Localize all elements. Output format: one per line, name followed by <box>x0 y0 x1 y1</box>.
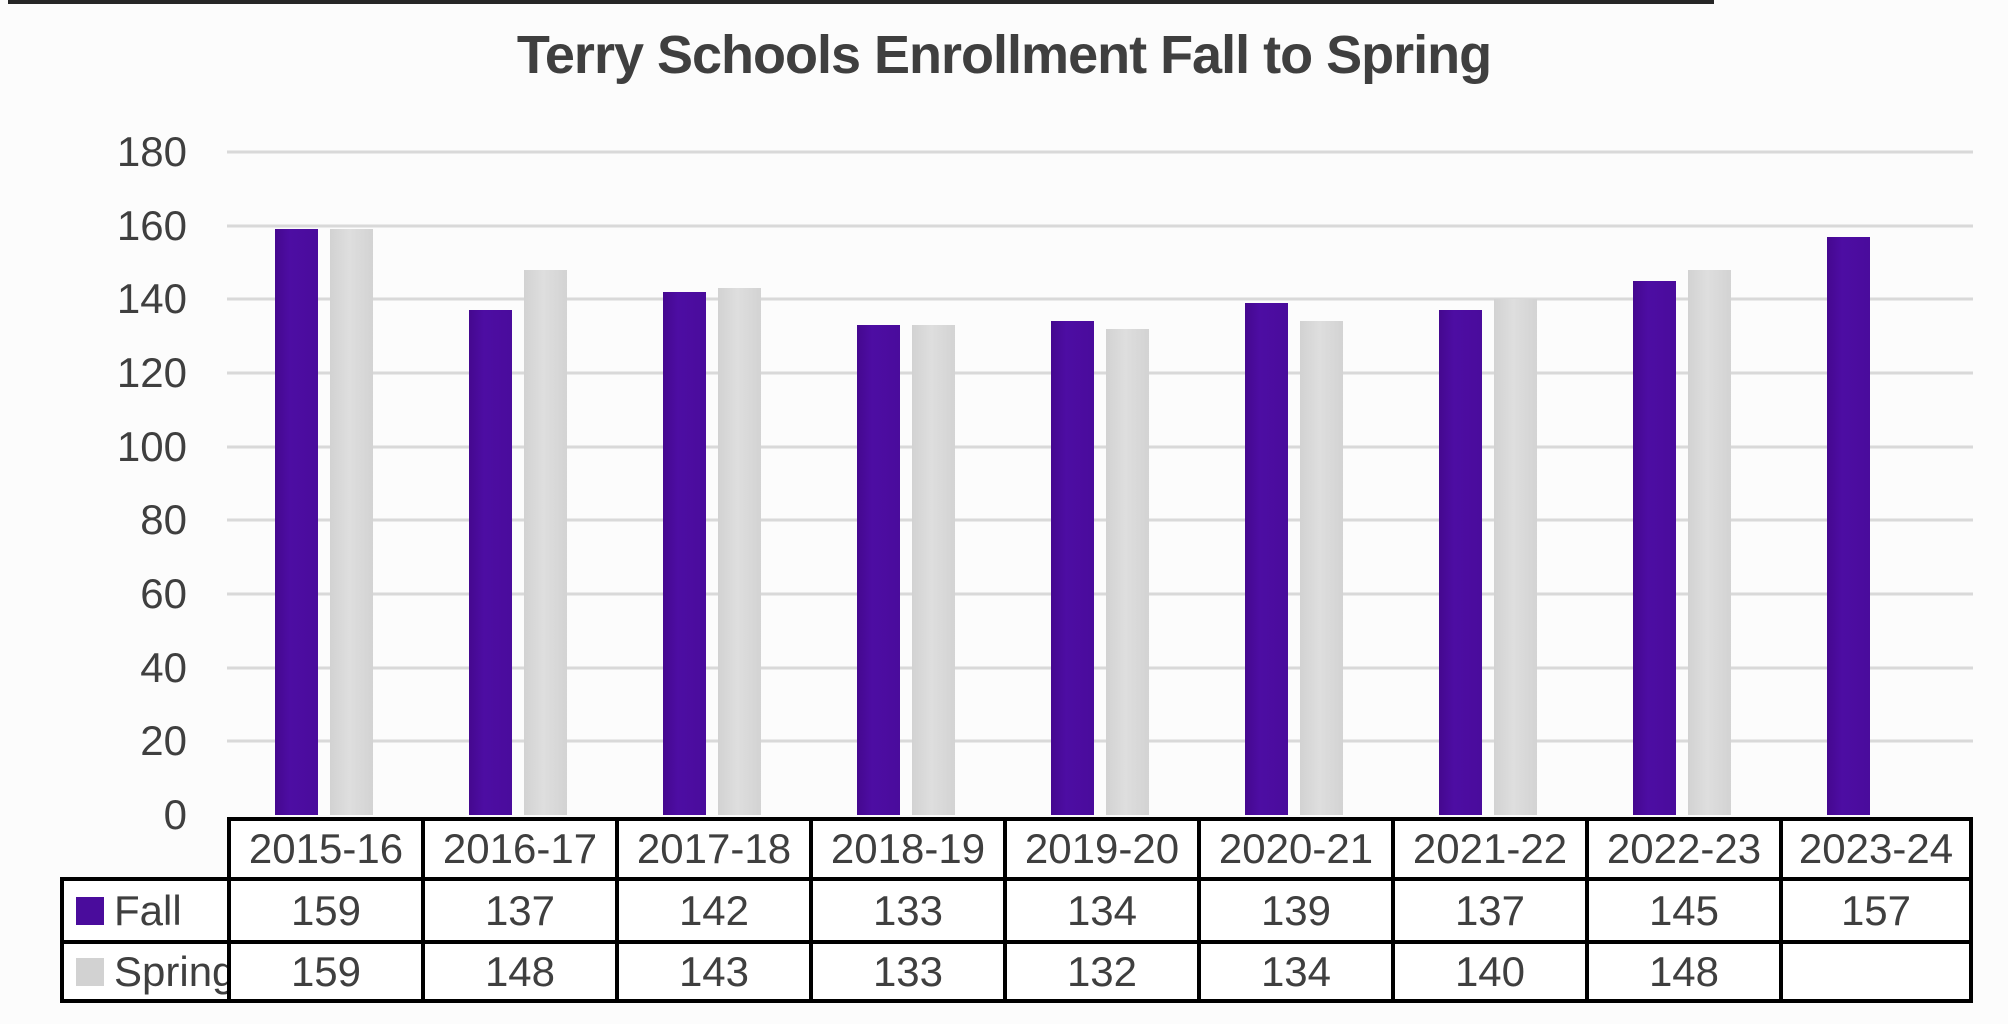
bar-group-2019-20 <box>1003 152 1197 815</box>
value-cell-spring-2019-20: 132 <box>1003 940 1197 1003</box>
value-cell-spring-2018-19: 133 <box>809 940 1003 1003</box>
bar-fall-2016-17 <box>469 310 512 815</box>
year-header-cell-2020-21: 2020-21 <box>1197 817 1391 877</box>
gridline-180 <box>227 150 1973 154</box>
table-year-header-row: 2015-16 2016-17 2017-18 2018-19 2019-20 2020-… <box>227 817 1973 877</box>
bar-spring-2016-17 <box>524 269 567 815</box>
year-header-cell-2022-23: 2022-23 <box>1585 817 1779 877</box>
legend-cell-fall: Fall <box>60 877 227 940</box>
y-tick-label-140: 140 <box>116 275 187 323</box>
value-cell-fall-2018-19: 133 <box>809 877 1003 940</box>
value-cell-spring-2017-18: 143 <box>615 940 809 1003</box>
value-cell-fall-2020-21: 139 <box>1197 877 1391 940</box>
gridline-100 <box>227 445 1973 449</box>
bar-group-2023-24 <box>1779 152 1973 815</box>
year-header-cell-2017-18: 2017-18 <box>615 817 809 877</box>
bar-group-2016-17 <box>421 152 615 815</box>
gridline-20 <box>227 739 1973 743</box>
value-cell-spring-2016-17: 148 <box>421 940 615 1003</box>
fall-legend-label: Fall <box>114 886 182 934</box>
spring-legend-label: Spring <box>114 947 236 995</box>
bar-spring-2018-19 <box>912 325 955 815</box>
table-spring-row: Spring 159 148 143 133 132 134 140 148 <box>60 940 1973 1003</box>
value-cell-fall-2015-16: 159 <box>227 877 421 940</box>
bar-spring-2021-22 <box>1494 299 1537 815</box>
gridline-120 <box>227 371 1973 375</box>
year-header-cell-2019-20: 2019-20 <box>1003 817 1197 877</box>
year-header-cell-2015-16: 2015-16 <box>227 817 421 877</box>
bar-spring-2015-16 <box>330 229 373 815</box>
value-cell-fall-2017-18: 142 <box>615 877 809 940</box>
value-cell-spring-2020-21: 134 <box>1197 940 1391 1003</box>
bar-group-2020-21 <box>1197 152 1391 815</box>
y-tick-label-180: 180 <box>116 128 187 175</box>
gridline-140 <box>227 297 1973 301</box>
bar-group-2015-16 <box>227 152 421 815</box>
y-axis: 180 160 140 120 100 80 60 40 20 0 <box>0 128 187 838</box>
y-tick-label-80: 80 <box>140 496 187 544</box>
bar-group-2017-18 <box>615 152 809 815</box>
gridline-60 <box>227 592 1973 596</box>
value-cell-fall-2016-17: 137 <box>421 877 615 940</box>
plot-area <box>227 150 1973 815</box>
bar-fall-2019-20 <box>1051 321 1094 815</box>
y-tick-label-40: 40 <box>140 643 187 691</box>
gridline-80 <box>227 518 1973 522</box>
bar-fall-2021-22 <box>1439 310 1482 815</box>
window-top-edge <box>8 0 1714 4</box>
bar-group-2021-22 <box>1391 152 1585 815</box>
value-cell-spring-2021-22: 140 <box>1391 940 1585 1003</box>
gridline-40 <box>227 666 1973 670</box>
y-tick-label-20: 20 <box>140 717 187 765</box>
bar-spring-2022-23 <box>1688 269 1731 815</box>
y-tick-label-60: 60 <box>140 570 187 617</box>
value-cell-fall-2019-20: 134 <box>1003 877 1197 940</box>
y-tick-label-0: 0 <box>163 791 187 838</box>
y-tick-label-120: 120 <box>116 349 187 396</box>
bar-group-2018-19 <box>809 152 1003 815</box>
bar-fall-2018-19 <box>857 325 900 815</box>
legend-cell-spring: Spring <box>60 940 235 1003</box>
value-cell-fall-2023-24: 157 <box>1779 877 1973 940</box>
bar-spring-2020-21 <box>1300 321 1343 815</box>
bar-group-2022-23 <box>1585 152 1779 815</box>
bar-fall-2020-21 <box>1245 303 1288 815</box>
value-cell-spring-2015-16: 159 <box>227 940 421 1003</box>
year-header-cell-2023-24: 2023-24 <box>1779 817 1973 877</box>
bar-spring-2019-20 <box>1106 328 1149 815</box>
bar-fall-2017-18 <box>663 291 706 815</box>
bar-spring-2017-18 <box>718 288 761 815</box>
gridline-160 <box>227 224 1973 228</box>
value-cell-spring-2023-24 <box>1779 940 1973 1003</box>
bar-fall-2015-16 <box>275 229 318 815</box>
y-tick-label-160: 160 <box>116 201 187 249</box>
bar-fall-2022-23 <box>1633 280 1676 815</box>
value-cell-fall-2021-22: 137 <box>1391 877 1585 940</box>
chart-title: Terry Schools Enrollment Fall to Spring <box>516 25 1492 85</box>
year-header-cell-2016-17: 2016-17 <box>421 817 615 877</box>
value-cell-fall-2022-23: 145 <box>1585 877 1779 940</box>
value-cell-spring-2022-23: 148 <box>1585 940 1779 1003</box>
year-header-cell-2021-22: 2021-22 <box>1391 817 1585 877</box>
fall-legend-swatch-icon <box>76 896 104 925</box>
bar-fall-2023-24 <box>1827 236 1870 815</box>
year-header-cell-2018-19: 2018-19 <box>809 817 1003 877</box>
table-fall-row: Fall 159 137 142 133 134 139 137 145 157 <box>60 877 1973 940</box>
y-tick-label-100: 100 <box>116 422 187 470</box>
bar-groups-container <box>227 152 1973 815</box>
spring-legend-swatch-icon <box>76 957 104 986</box>
